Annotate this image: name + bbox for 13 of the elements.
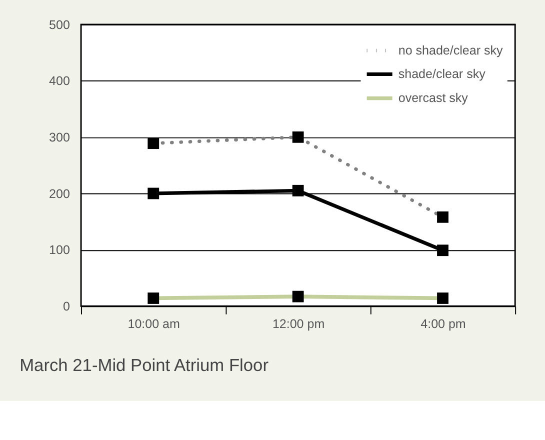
x-tick-label: 12:00 pm xyxy=(272,316,325,331)
text: March 21-Mid Point Atrium Floor xyxy=(20,354,269,375)
y-tick-label: 300 xyxy=(49,130,70,144)
legend-label: no shade/clear sky xyxy=(398,43,504,58)
y-tick-label: 500 xyxy=(49,18,70,32)
x-tick-label: 4:00 pm xyxy=(420,316,466,331)
x-tick-label: 10:00 am xyxy=(128,316,180,331)
y-tick-label: 200 xyxy=(49,186,70,201)
y-tick-label: 400 xyxy=(49,74,70,88)
legend-label: shade/clear sky xyxy=(398,66,486,81)
y-tick-label: 0 xyxy=(62,299,70,314)
legend-label: overcast sky xyxy=(398,91,469,106)
y-tick-label: 100 xyxy=(49,243,70,258)
